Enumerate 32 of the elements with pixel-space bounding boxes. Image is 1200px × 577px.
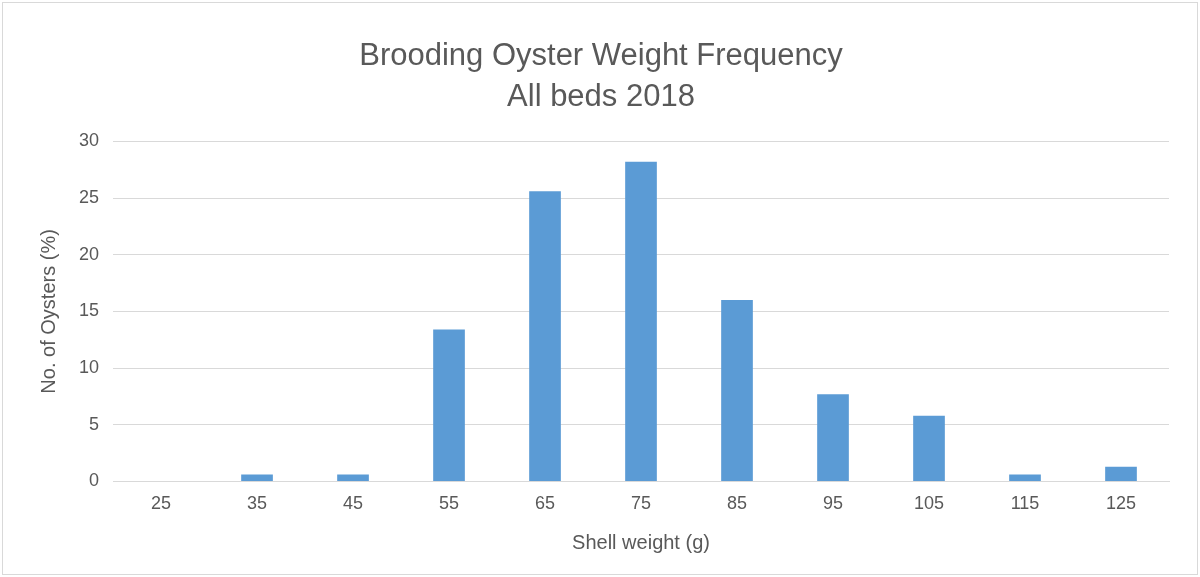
x-axis-title: Shell weight (g) xyxy=(572,530,710,553)
bar xyxy=(721,300,753,481)
x-tick-label: 65 xyxy=(535,493,556,514)
y-tick-label: 0 xyxy=(89,470,100,491)
x-tick-label: 125 xyxy=(1105,493,1137,514)
x-tick-label: 85 xyxy=(726,493,748,514)
bar xyxy=(241,474,273,481)
x-tick-label: 45 xyxy=(343,493,364,514)
y-tick-label: 5 xyxy=(89,413,100,434)
bar xyxy=(1105,466,1137,481)
x-tick-label: 105 xyxy=(913,493,945,514)
bar xyxy=(1009,474,1041,481)
chart-subtitle: All beds 2018 xyxy=(507,78,695,114)
bar xyxy=(337,474,369,481)
x-tick-label: 75 xyxy=(631,493,652,514)
x-tick-label: 35 xyxy=(247,493,268,514)
y-tick-label: 10 xyxy=(78,357,100,378)
y-tick-label: 15 xyxy=(78,300,100,321)
bar xyxy=(433,329,465,481)
x-tick-label: 55 xyxy=(439,493,460,514)
x-tick-label: 115 xyxy=(1010,493,1040,514)
bar xyxy=(913,415,945,481)
y-tick-label: 25 xyxy=(78,187,100,208)
bar xyxy=(625,161,657,481)
y-tick-label: 20 xyxy=(78,243,100,264)
bar xyxy=(529,191,561,481)
x-tick-label: 25 xyxy=(151,493,172,514)
y-axis-title: No. of Oysters (%) xyxy=(36,229,59,394)
chart-title: Brooding Oyster Weight Frequency xyxy=(359,37,844,73)
x-tick-label: 95 xyxy=(822,493,844,514)
y-tick-label: 30 xyxy=(78,130,100,151)
bar xyxy=(817,394,849,481)
